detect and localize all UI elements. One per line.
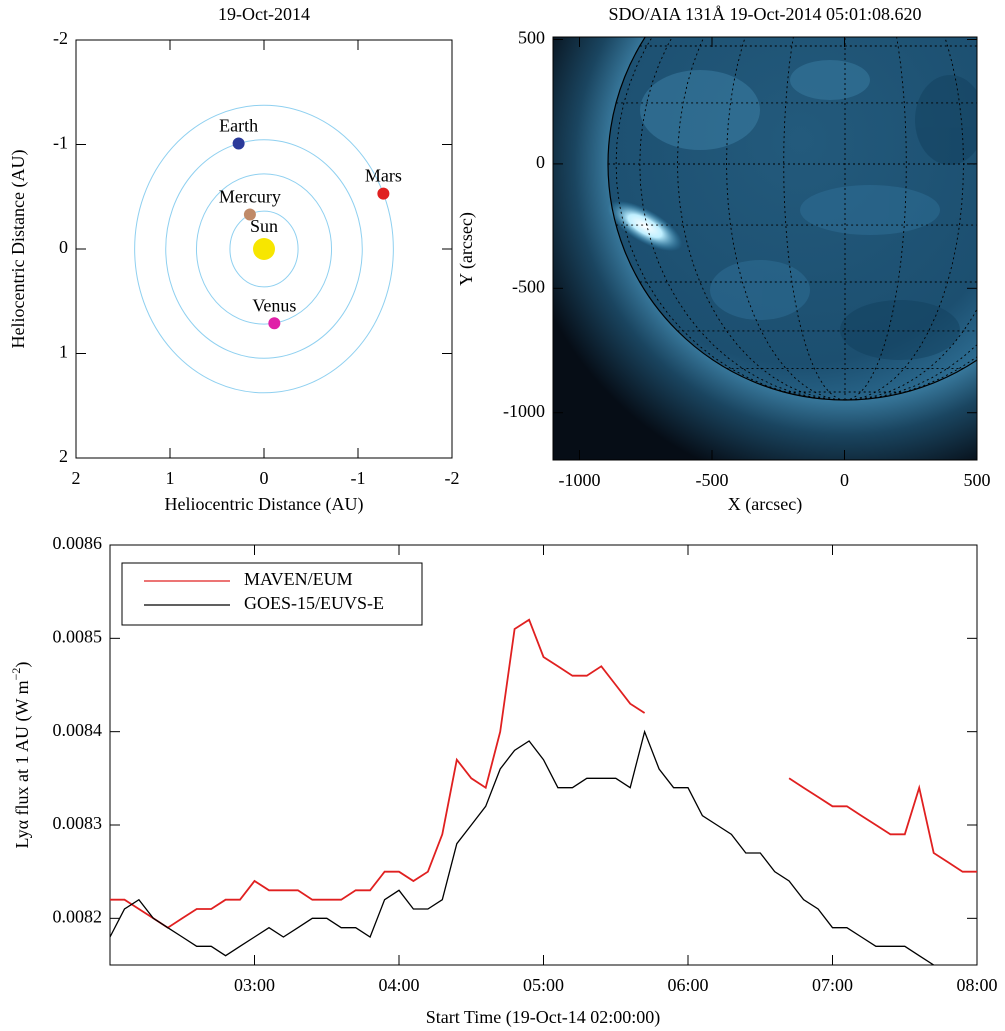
orbit bbox=[195, 173, 333, 325]
y-axis-label-part: ) bbox=[12, 662, 33, 668]
orbit bbox=[134, 104, 394, 394]
x-tick-label: 0 bbox=[260, 468, 269, 488]
y-tick-label: 0.0084 bbox=[53, 720, 103, 740]
x-tick-label: 08:00 bbox=[956, 975, 997, 995]
orbit bbox=[165, 139, 363, 359]
series-line bbox=[110, 618, 977, 929]
planet-label: Mercury bbox=[219, 187, 281, 207]
series-line bbox=[110, 729, 935, 965]
disk-texture bbox=[640, 60, 977, 360]
y-tick-label: 1 bbox=[59, 342, 68, 362]
y-tick-label: -1000 bbox=[503, 401, 545, 421]
y-tick-label: 0.0086 bbox=[53, 533, 103, 553]
grid-line-helio bbox=[844, 37, 977, 400]
planet bbox=[243, 208, 256, 221]
heliographic-grid bbox=[608, 37, 977, 400]
planet-label: Earth bbox=[219, 116, 258, 136]
x-tick-label: 0 bbox=[840, 470, 849, 490]
x-tick-label: -1 bbox=[351, 468, 366, 488]
grid-line-helio bbox=[615, 37, 846, 400]
flux-panel: 03:00 04:00 05:00 06:00 07:00 08:00 0.0082 0.00… bbox=[53, 533, 998, 995]
orbit-panel: 2 1 0 -1 -2 -2 -1 0 1 2 Sun Mercury Venus Earth Mars bbox=[53, 28, 460, 488]
y-axis-label: Lyα flux at 1 AU (W m−2) bbox=[9, 662, 33, 849]
x-tick-label: 03:00 bbox=[234, 975, 275, 995]
x-axis-label: Start Time (19-Oct-14 02:00:00) bbox=[426, 1007, 661, 1028]
series-group bbox=[110, 618, 977, 965]
y-tick-label: 0.0082 bbox=[53, 906, 103, 926]
planet-label: Mars bbox=[365, 166, 402, 186]
x-tick-label: 500 bbox=[964, 470, 991, 490]
x-tick-label: -2 bbox=[445, 468, 460, 488]
grid-line-helio bbox=[844, 37, 977, 400]
x-axis-label: X (arcsec) bbox=[728, 494, 802, 515]
y-tick-label: 0 bbox=[536, 152, 545, 172]
y-tick-label: -500 bbox=[512, 276, 545, 296]
y-axis-label-part: Lyα flux at 1 AU (W m bbox=[12, 680, 33, 848]
planet bbox=[377, 187, 390, 200]
y-axis-label: Heliocentric Distance (AU) bbox=[8, 150, 29, 349]
grid-line-helio bbox=[844, 37, 907, 400]
x-tick-label: -500 bbox=[696, 470, 729, 490]
y-tick-label: -2 bbox=[53, 28, 68, 48]
solar-limb bbox=[607, 37, 977, 401]
plot-frame bbox=[552, 36, 978, 461]
grid-line-helio bbox=[726, 37, 846, 400]
y-tick-label: 2 bbox=[59, 446, 68, 466]
y-tick-label: 0.0085 bbox=[53, 626, 103, 646]
x-tick-label: 06:00 bbox=[667, 975, 708, 995]
x-tick-label: -1000 bbox=[559, 470, 601, 490]
panel-title: SDO/AIA 131Å 19-Oct-2014 05:01:08.620 bbox=[609, 4, 922, 24]
x-tick-label: 04:00 bbox=[378, 975, 419, 995]
grid-line-helio bbox=[783, 37, 846, 400]
solar-image bbox=[553, 37, 977, 460]
planet bbox=[253, 238, 275, 260]
image-axes: -1000 -500 0 500 -1000 -500 0 500 bbox=[503, 28, 991, 491]
x-tick-label: 07:00 bbox=[812, 975, 853, 995]
x-tick-label: 05:00 bbox=[523, 975, 564, 995]
legend-box bbox=[121, 562, 423, 626]
legend-label: GOES-15/EUVS-E bbox=[244, 593, 384, 613]
y-tick-label: 0 bbox=[59, 237, 68, 257]
x-tick-label: 1 bbox=[166, 468, 175, 488]
orbit bbox=[229, 210, 299, 288]
planet-label: Sun bbox=[250, 216, 278, 236]
planet bbox=[268, 317, 281, 330]
y-axis-label-sup: −2 bbox=[9, 668, 23, 681]
planet bbox=[232, 137, 245, 150]
legend-label: MAVEN/EUM bbox=[244, 569, 353, 589]
grid-line-helio bbox=[676, 37, 846, 400]
x-axis-label: Heliocentric Distance (AU) bbox=[165, 494, 364, 515]
flare bbox=[607, 200, 683, 252]
x-tick-label: 2 bbox=[72, 468, 81, 488]
y-tick-label: 500 bbox=[518, 28, 545, 48]
panel-title: 19-Oct-2014 bbox=[218, 4, 310, 24]
y-tick-label: 0.0083 bbox=[53, 813, 103, 833]
y-axis-label: Y (arcsec) bbox=[456, 212, 477, 286]
planet-label: Venus bbox=[252, 295, 296, 315]
y-tick-label: -1 bbox=[53, 133, 68, 153]
